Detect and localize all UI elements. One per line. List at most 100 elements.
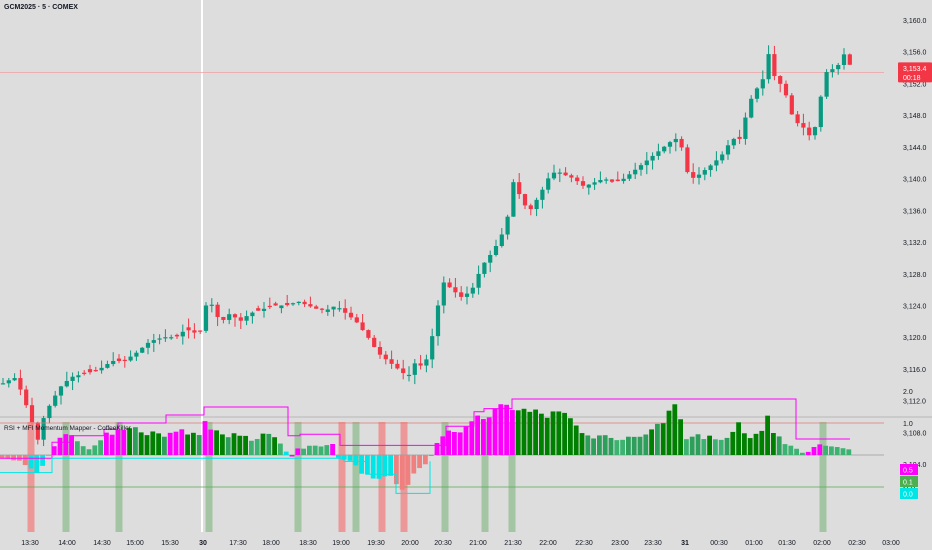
momentum-bar <box>579 433 585 455</box>
candle-body <box>841 54 847 66</box>
time-tick-label: 23:30 <box>644 540 662 547</box>
candle-body <box>702 170 707 175</box>
candle-body <box>6 380 11 384</box>
signal-band <box>819 422 827 532</box>
momentum-bar <box>498 404 504 455</box>
momentum-bar <box>829 446 834 455</box>
momentum-bar <box>521 408 527 455</box>
momentum-bar <box>504 404 509 455</box>
candle-body <box>754 88 760 99</box>
candle-body <box>308 304 313 307</box>
upper-envelope-line <box>0 398 850 459</box>
candle-body <box>145 342 151 348</box>
momentum-bar <box>846 449 852 455</box>
momentum-bar <box>568 418 573 455</box>
momentum-bar <box>678 419 683 455</box>
momentum-bar <box>800 452 805 455</box>
time-tick-label: 01:30 <box>778 540 796 547</box>
candle-body <box>406 374 412 377</box>
price-axis[interactable]: 3,160.0 3,156.0 3,152.0 3,148.0 3,144.0 3,140… <box>898 18 932 499</box>
candle-body <box>667 142 673 147</box>
momentum-bar <box>597 435 602 455</box>
momentum-bar <box>510 410 515 455</box>
momentum-bar <box>109 434 115 455</box>
candle-body <box>244 316 249 321</box>
candle-body <box>482 262 487 274</box>
candle-body <box>395 363 400 369</box>
candle-body <box>836 65 841 70</box>
candle-body <box>621 178 626 182</box>
signal-band <box>508 422 516 532</box>
candle-body <box>847 54 852 65</box>
candle-body <box>783 83 789 96</box>
candle-body <box>731 138 736 146</box>
momentum-bar <box>666 410 672 455</box>
momentum-bar <box>684 439 689 455</box>
candle-body <box>203 305 209 331</box>
momentum-bar <box>469 421 475 455</box>
momentum-bar <box>486 417 492 455</box>
time-tick-label: 13:30 <box>21 540 39 547</box>
momentum-bar <box>260 433 266 455</box>
candle-body <box>720 154 725 161</box>
momentum-bar <box>730 431 736 455</box>
candle-body <box>679 138 684 148</box>
momentum-bar <box>405 455 411 485</box>
price-pane[interactable] <box>0 0 932 532</box>
time-tick-label: 00:30 <box>710 540 728 547</box>
candle-body <box>493 246 499 255</box>
momentum-bar <box>585 435 591 455</box>
candle-body <box>830 69 835 73</box>
momentum-bar <box>278 443 283 455</box>
momentum-bar <box>359 455 364 474</box>
momentum-bar <box>307 445 312 455</box>
candle-body <box>586 184 591 188</box>
time-tick-label: 22:30 <box>575 540 593 547</box>
candle-body <box>186 327 191 331</box>
momentum-bar <box>173 431 179 455</box>
momentum-bar <box>550 411 556 455</box>
candle-body <box>140 347 145 353</box>
candle-body <box>151 340 156 343</box>
momentum-bar <box>353 455 359 466</box>
momentum-bar <box>776 436 782 455</box>
time-tick-label: 22:00 <box>539 540 557 547</box>
time-tick-label: 31 <box>681 540 689 547</box>
candle-body <box>169 337 174 339</box>
momentum-bar <box>249 440 254 455</box>
candle-body <box>505 216 510 235</box>
candle-body <box>540 189 545 200</box>
candle-body <box>18 378 23 390</box>
momentum-bar <box>481 419 486 455</box>
signal-band <box>441 422 449 532</box>
price-tick-label: 3,148.0 <box>903 113 926 120</box>
candle-body <box>99 367 104 371</box>
current-price-label: 3,153.4 <box>903 66 926 73</box>
time-tick-label: 30 <box>199 540 207 547</box>
lower-envelope-line <box>0 457 431 494</box>
candle-body <box>314 306 319 309</box>
candle-body <box>714 160 719 166</box>
momentum-bar <box>423 455 428 465</box>
candle-body <box>29 405 35 423</box>
momentum-bar <box>515 410 521 455</box>
momentum-bar <box>133 427 138 455</box>
indicator-value-badge <box>900 476 918 487</box>
momentum-bar <box>272 437 277 455</box>
momentum-bar <box>185 434 190 455</box>
momentum-bar <box>672 404 678 455</box>
candle-body <box>261 308 267 311</box>
momentum-bar <box>736 422 741 455</box>
price-tick-label: 3,116.0 <box>903 367 926 374</box>
momentum-bar <box>162 436 167 455</box>
time-tick-label: 17:30 <box>229 540 247 547</box>
indicator-pane[interactable] <box>0 398 884 532</box>
momentum-bar <box>539 413 544 455</box>
momentum-bar <box>115 429 121 455</box>
indicator-value-label: 0.1 <box>903 480 913 487</box>
time-axis[interactable]: 13:30 14:00 14:30 15:00 15:30 30 17:30 18:00 18:… <box>21 540 900 547</box>
candle-body <box>743 117 748 139</box>
momentum-bar <box>69 435 74 455</box>
